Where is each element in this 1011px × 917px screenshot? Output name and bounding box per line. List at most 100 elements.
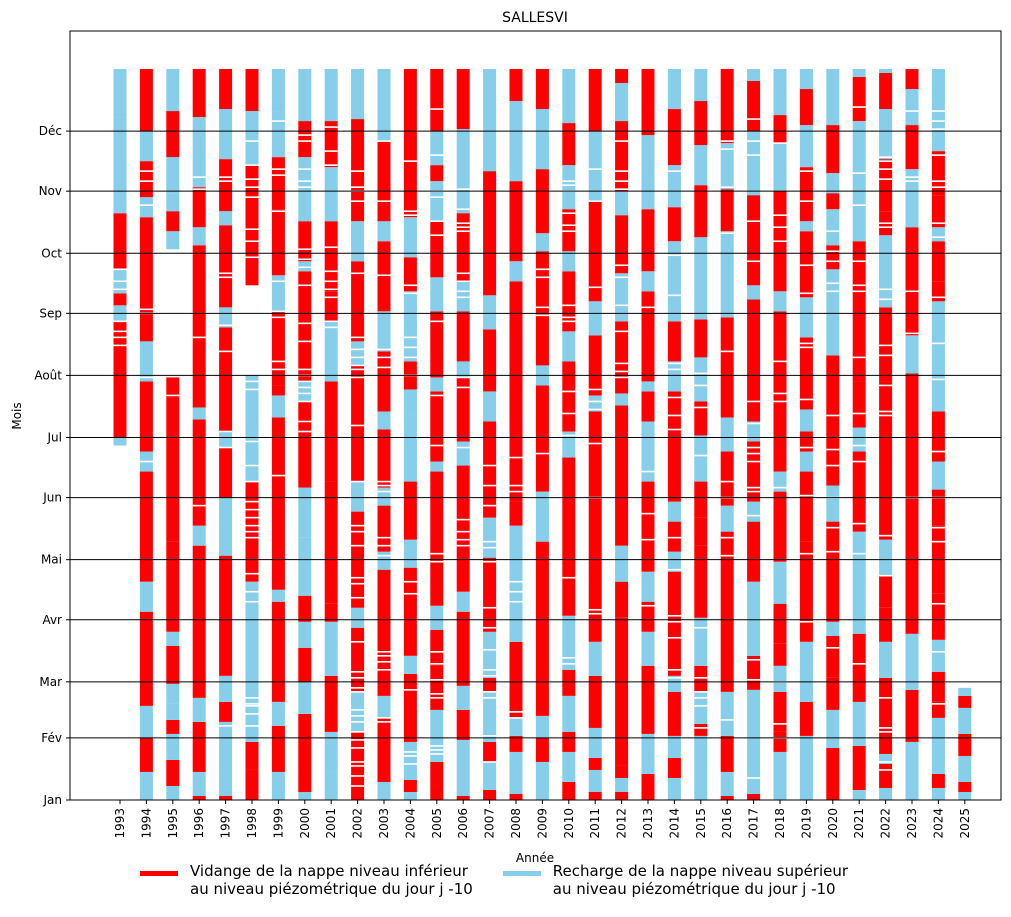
- bar-segment-2010: [562, 781, 576, 800]
- bar-separator-2011: [588, 200, 602, 202]
- bar-separator-2002: [351, 424, 365, 427]
- bar-separator-2017: [747, 659, 761, 661]
- bar-segment-2015: [694, 435, 708, 482]
- bar-segment-2003: [377, 311, 391, 352]
- bar-segment-1995: [166, 231, 180, 250]
- bar-2001: [324, 69, 338, 800]
- bar-segment-2014: [667, 207, 681, 242]
- bar-segment-2024: [931, 787, 945, 800]
- bar-separator-2010: [562, 230, 576, 233]
- bar-1996: [192, 69, 206, 800]
- bar-segment-1994: [139, 771, 153, 800]
- bar-separator-2006: [456, 272, 470, 275]
- bar-2002: [351, 69, 365, 800]
- bar-segment-2001: [324, 291, 338, 322]
- bar-segment-2004: [403, 217, 417, 258]
- bar-separator-2014: [667, 294, 681, 297]
- bar-segment-2007: [483, 741, 497, 762]
- bar-segment-2019: [799, 451, 813, 472]
- bar-segment-1994: [139, 131, 153, 162]
- bar-segment-2013: [641, 209, 655, 272]
- bar-segment-2015: [694, 617, 708, 666]
- x-tick-label-2005: 2005: [430, 808, 444, 839]
- bar-separator-2015: [694, 454, 708, 457]
- bar-segment-1997: [219, 721, 233, 796]
- bar-segment-1994: [139, 471, 153, 582]
- x-tick-label-1994: 1994: [139, 808, 153, 839]
- bar-separator-2007: [483, 546, 497, 549]
- bar-separator-2016: [720, 140, 734, 142]
- bar-segment-2005: [430, 471, 444, 606]
- bar-segment-2015: [694, 101, 708, 146]
- x-tick-label-2018: 2018: [773, 808, 787, 839]
- bar-segment-2023: [905, 69, 919, 90]
- bar-separator-2012: [615, 376, 629, 379]
- bar-separator-2005: [430, 693, 444, 695]
- bar-separator-2011: [588, 408, 602, 411]
- bar-segment-2018: [773, 603, 787, 644]
- bar-segment-2011: [588, 335, 602, 396]
- bar-separator-2022: [879, 414, 893, 417]
- bar-segment-2009: [535, 491, 549, 542]
- legend-label-recharge: Recharge de la nappe niveau supérieur au…: [552, 862, 849, 898]
- bar-separator-1999: [271, 360, 285, 363]
- bar-segment-2017: [747, 285, 761, 300]
- bar-separator-1995: [166, 394, 180, 397]
- bar-segment-2000: [298, 121, 312, 158]
- bar-segment-2005: [430, 131, 444, 166]
- bar-separator-2006: [456, 188, 470, 190]
- x-tick-label-2025: 2025: [958, 808, 972, 839]
- bar-segment-1994: [139, 217, 153, 342]
- bar-separator-2005: [430, 679, 444, 681]
- bar-segment-1994: [139, 737, 153, 772]
- bar-separator-2022: [879, 160, 893, 162]
- bar-separator-2014: [667, 254, 681, 257]
- bar-separator-2022: [879, 769, 893, 771]
- bar-separator-2020: [826, 250, 840, 253]
- bar-segment-2014: [667, 501, 681, 522]
- bar-segment-1996: [192, 419, 206, 526]
- bar-segment-2001: [324, 603, 338, 622]
- bar-separator-2017: [747, 777, 761, 779]
- bar-segment-2005: [430, 709, 444, 762]
- bar-separator-2017: [747, 460, 761, 463]
- bar-separator-2016: [720, 232, 734, 235]
- bar-separator-2002: [351, 186, 365, 188]
- bar-separator-2014: [667, 414, 681, 417]
- bar-segment-2010: [562, 271, 576, 332]
- bar-segment-2000: [298, 69, 312, 122]
- bar-separator-2005: [430, 749, 444, 751]
- bar-separator-2022: [879, 298, 893, 301]
- bar-separator-2003: [377, 490, 391, 493]
- bar-segment-2025: [958, 791, 972, 800]
- bar-separator-2004: [403, 751, 417, 753]
- bar-segment-2024: [931, 241, 945, 282]
- bar-separator-2002: [351, 356, 365, 359]
- bar-segment-2007: [483, 631, 497, 678]
- bar-separator-2015: [694, 727, 708, 729]
- bar-separator-2011: [588, 400, 602, 403]
- bar-separator-2012: [615, 304, 629, 307]
- bar-segment-2021: [852, 789, 866, 800]
- grid-layer: [70, 130, 1001, 801]
- bar-separator-2003: [377, 274, 391, 277]
- bar-separator-2017: [747, 452, 761, 455]
- bar-segment-2018: [773, 731, 787, 752]
- bar-2006: [456, 69, 470, 800]
- bar-2018: [773, 69, 787, 800]
- bar-segment-2014: [667, 735, 681, 758]
- bar-separator-2003: [377, 366, 391, 369]
- bar-separator-2023: [905, 332, 919, 335]
- bar-separator-2017: [747, 514, 761, 517]
- bar-segment-1997: [219, 675, 233, 702]
- bar-segment-1997: [219, 69, 233, 110]
- bar-segment-2020: [826, 485, 840, 522]
- bar-segment-2020: [826, 173, 840, 194]
- bar-segment-2011: [588, 131, 602, 202]
- bar-separator-2005: [430, 220, 444, 223]
- bar-separator-1999: [271, 120, 285, 122]
- bar-segment-2024: [931, 281, 945, 302]
- bar-2011: [588, 69, 602, 800]
- bar-segment-2005: [430, 629, 444, 666]
- bar-segment-2010: [562, 331, 576, 362]
